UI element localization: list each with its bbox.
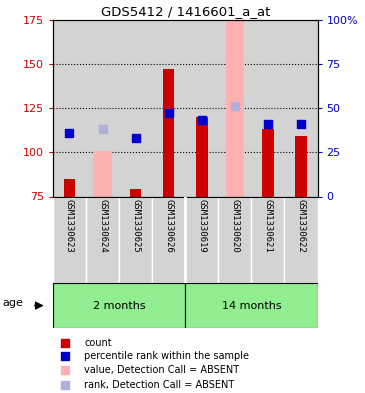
Text: GSM1330621: GSM1330621 <box>264 199 272 253</box>
Bar <box>163 69 174 196</box>
Point <box>66 130 72 136</box>
Bar <box>262 129 274 196</box>
Bar <box>86 20 119 196</box>
Bar <box>86 196 119 283</box>
Point <box>265 121 271 127</box>
Bar <box>218 20 251 196</box>
Bar <box>53 20 86 196</box>
Bar <box>119 196 152 283</box>
Bar <box>93 151 112 196</box>
Text: value, Detection Call = ABSENT: value, Detection Call = ABSENT <box>84 365 239 375</box>
Text: GSM1330626: GSM1330626 <box>164 199 173 253</box>
Bar <box>251 20 284 196</box>
Bar <box>119 20 152 196</box>
Bar <box>185 283 318 328</box>
Bar <box>185 20 218 196</box>
Bar <box>196 117 208 196</box>
Text: 14 months: 14 months <box>222 301 281 310</box>
Point <box>166 110 172 116</box>
Title: GDS5412 / 1416601_a_at: GDS5412 / 1416601_a_at <box>100 6 270 18</box>
Bar <box>218 196 251 283</box>
Bar <box>152 196 185 283</box>
Text: count: count <box>84 338 112 348</box>
Bar <box>53 196 86 283</box>
Point <box>232 103 238 109</box>
Bar <box>251 196 284 283</box>
Text: rank, Detection Call = ABSENT: rank, Detection Call = ABSENT <box>84 380 234 390</box>
Bar <box>152 20 185 196</box>
Text: GSM1330620: GSM1330620 <box>230 199 239 253</box>
Text: GSM1330624: GSM1330624 <box>98 199 107 253</box>
Bar <box>284 20 318 196</box>
Text: age: age <box>3 298 23 308</box>
Point <box>62 382 68 388</box>
Text: percentile rank within the sample: percentile rank within the sample <box>84 351 249 362</box>
Bar <box>185 196 218 283</box>
Bar <box>284 196 318 283</box>
Bar <box>130 189 141 196</box>
Point <box>62 367 68 374</box>
Point <box>298 121 304 127</box>
Point <box>100 126 105 132</box>
Text: GSM1330619: GSM1330619 <box>197 199 206 253</box>
Text: GSM1330622: GSM1330622 <box>296 199 306 253</box>
Point <box>133 135 139 141</box>
Point <box>62 353 68 360</box>
Text: GSM1330625: GSM1330625 <box>131 199 140 253</box>
Text: 2 months: 2 months <box>93 301 145 310</box>
Text: GSM1330623: GSM1330623 <box>65 199 74 253</box>
Bar <box>226 20 244 196</box>
Point <box>199 118 205 124</box>
Bar <box>295 136 307 196</box>
Point <box>62 340 68 346</box>
Bar <box>64 179 75 196</box>
Bar <box>53 283 185 328</box>
